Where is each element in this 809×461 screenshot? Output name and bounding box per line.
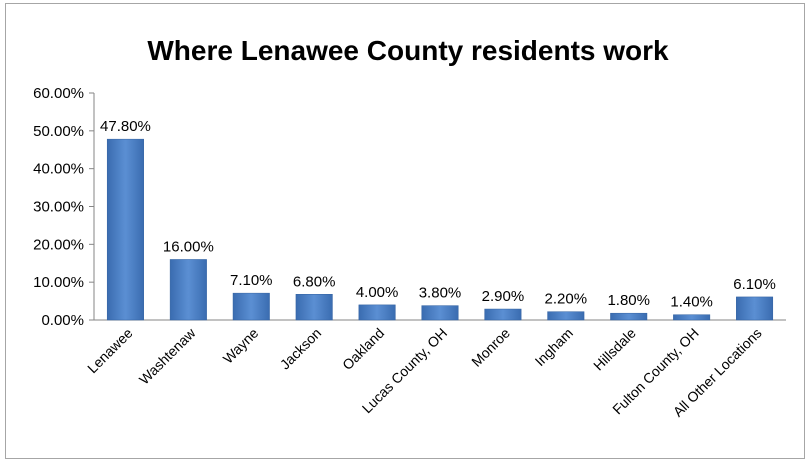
x-tick-label: Oakland <box>339 325 387 373</box>
y-tick-label: 40.00% <box>33 161 84 178</box>
data-label: 6.80% <box>293 273 336 290</box>
y-tick-label: 60.00% <box>33 85 84 102</box>
y-axis-ticks: 0.00% 10.00% 20.00% 30.00% 40.00% 50.00% 60.00… <box>33 85 94 329</box>
bar <box>736 296 774 321</box>
bar <box>484 308 522 321</box>
bar <box>106 138 144 321</box>
data-label: 2.20% <box>545 291 588 308</box>
x-tick-label: Hillsdale <box>590 325 639 374</box>
y-tick-label: 0.00% <box>41 312 84 329</box>
data-label: 1.40% <box>670 294 713 311</box>
data-label: 7.10% <box>230 272 273 289</box>
y-tick-label: 50.00% <box>33 123 84 140</box>
data-label: 2.90% <box>482 288 525 305</box>
bar <box>610 312 648 321</box>
bar <box>358 304 396 321</box>
bars <box>106 138 774 321</box>
data-label: 1.80% <box>607 292 650 309</box>
bar <box>169 259 207 321</box>
data-label: 4.00% <box>356 284 399 301</box>
bar <box>547 311 585 321</box>
x-tick-label: Ingham <box>532 325 576 369</box>
data-label: 16.00% <box>163 238 214 255</box>
data-label: 47.80% <box>100 118 151 135</box>
bar <box>232 292 270 321</box>
x-tick-label: Lenawee <box>84 325 136 377</box>
y-tick-label: 20.00% <box>33 236 84 253</box>
x-tick-label: Washtenaw <box>136 324 199 387</box>
chart-title: Where Lenawee County residents work <box>147 35 669 66</box>
x-axis-tick-labels: Lenawee Washtenaw Wayne Jackson OaklandLucas… <box>84 324 765 420</box>
bar <box>295 294 333 321</box>
bar <box>421 305 459 321</box>
x-tick-label: Wayne <box>220 325 262 367</box>
x-tick-label: Monroe <box>468 325 513 370</box>
x-tick-label: Jackson <box>277 325 325 373</box>
bar <box>673 314 711 321</box>
data-label: 6.10% <box>733 276 776 293</box>
y-tick-label: 30.00% <box>33 199 84 216</box>
data-labels: 47.80% 16.00% 7.10% 6.80% 4.00% 3.80% 2.90% 2.2… <box>100 118 776 311</box>
data-label: 3.80% <box>419 285 462 302</box>
y-tick-label: 10.00% <box>33 274 84 291</box>
